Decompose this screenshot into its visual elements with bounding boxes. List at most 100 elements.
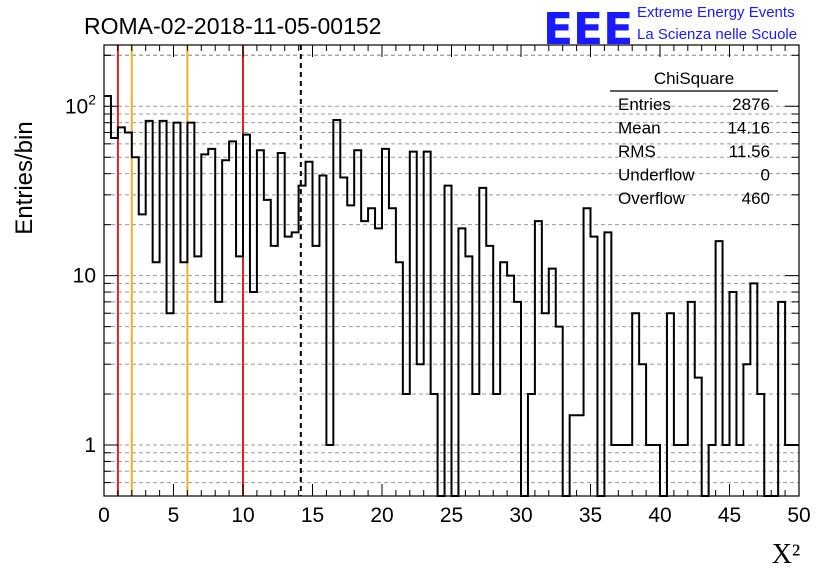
histogram-bin [500, 262, 507, 496]
histogram-bin [486, 246, 493, 496]
y-tick-label: 102 [65, 91, 96, 118]
stats-box: ChiSquare Entries 2876 Mean 14.16 RMS 11.56 Un… [610, 69, 778, 208]
stats-value: 14.16 [727, 119, 770, 138]
histogram-bin [146, 121, 153, 496]
histogram-bin [292, 232, 299, 496]
histogram-bins [104, 94, 799, 497]
histogram-bin [215, 302, 222, 496]
x-tick-label: 15 [301, 504, 324, 527]
histogram-bin [556, 327, 563, 496]
histogram-bin [723, 445, 730, 496]
histogram-bin [382, 149, 389, 496]
histogram-bin [361, 221, 368, 496]
histogram-bin [410, 152, 417, 496]
histogram-bin [465, 256, 472, 496]
histogram-bin [632, 313, 639, 496]
histogram-bin [611, 445, 618, 496]
histogram-bin [271, 246, 278, 496]
x-tick-label: 0 [98, 504, 110, 527]
histogram-bin [417, 364, 424, 496]
histogram-bin [577, 415, 584, 496]
histogram-bin [264, 200, 271, 496]
histogram-bin [639, 364, 646, 496]
histogram-bin [479, 188, 486, 496]
histogram-bin [431, 394, 438, 496]
x-axis: 0 5 10 15 20 25 30 35 40 45 50 [98, 45, 811, 527]
histogram-bin [243, 135, 250, 496]
histogram-bin [285, 237, 292, 496]
histogram-bin [347, 205, 354, 496]
histogram-bin [445, 186, 452, 496]
histogram-bin [785, 445, 792, 496]
y-axis-label: Entries/bin [11, 121, 38, 234]
histogram-bin [403, 394, 410, 496]
histogram-bin [743, 364, 750, 496]
x-tick-label: 5 [168, 504, 180, 527]
histogram-bin [709, 445, 716, 496]
histogram-bin [125, 133, 132, 496]
histogram-bin [472, 394, 479, 496]
histogram-bin [236, 256, 243, 496]
histogram-bin [313, 246, 320, 496]
histogram-bin [604, 232, 611, 496]
x-tick-label: 35 [579, 504, 602, 527]
histogram-bin [257, 150, 264, 496]
histogram-bin [591, 237, 598, 496]
histogram-bin [180, 262, 187, 496]
histogram-bin [549, 269, 556, 496]
x-tick-label: 30 [509, 504, 532, 527]
histogram-bin [208, 149, 215, 496]
histogram-bin [424, 152, 431, 496]
x-tick-label: 45 [718, 504, 741, 527]
histogram-bin [299, 186, 306, 496]
logo-line-1: Extreme Energy Events [637, 4, 795, 21]
stats-label: Overflow [618, 189, 686, 208]
histogram-bin [229, 141, 236, 496]
histogram-bin [667, 313, 674, 496]
histogram-bin [514, 302, 521, 496]
x-tick-label: 20 [370, 504, 393, 527]
histogram-bin [319, 176, 326, 496]
stats-label: Entries [618, 95, 671, 114]
histogram-bin [792, 445, 799, 496]
histogram-bin [507, 276, 514, 496]
histogram-bin [716, 241, 723, 496]
reference-lines [116, 45, 302, 496]
histogram-bin [757, 394, 764, 496]
histogram-bin [333, 120, 340, 496]
histogram-bin [730, 292, 737, 496]
histogram-bin [389, 208, 396, 496]
histogram-bin [118, 127, 125, 496]
histogram-bin [493, 394, 500, 496]
stats-value: 460 [742, 189, 770, 208]
histogram-bin [104, 96, 111, 496]
histogram-bin [354, 150, 361, 496]
histogram-bin [688, 302, 695, 496]
histogram-bin [542, 313, 549, 496]
histogram-bin [750, 283, 757, 496]
histogram-bin [618, 445, 625, 496]
histogram-bin [570, 415, 577, 496]
histogram-bin [306, 162, 313, 496]
eee-logo: EEE Extreme Energy Events La Scienza nel… [543, 4, 797, 55]
histogram-bin [396, 262, 403, 496]
logo-mark: EEE [543, 4, 633, 55]
stats-value: 0 [761, 166, 770, 185]
histogram-bin [340, 177, 347, 496]
x-tick-label: 50 [787, 504, 810, 527]
histogram-bin [167, 313, 174, 496]
stats-label: Mean [618, 119, 661, 138]
histogram-bin [187, 123, 194, 496]
x-axis-label: X² [772, 539, 801, 570]
histogram-bin [222, 160, 229, 496]
histogram-bin [375, 228, 382, 496]
y-tick-label: 1 [84, 434, 96, 457]
y-tick-label: 10 [73, 265, 96, 288]
histogram-bin [528, 394, 535, 496]
histogram-bin [458, 228, 465, 496]
histogram-bin [160, 121, 167, 496]
histogram-bin [681, 445, 688, 496]
histogram-bin [368, 208, 375, 496]
stats-value: 2876 [732, 95, 770, 114]
